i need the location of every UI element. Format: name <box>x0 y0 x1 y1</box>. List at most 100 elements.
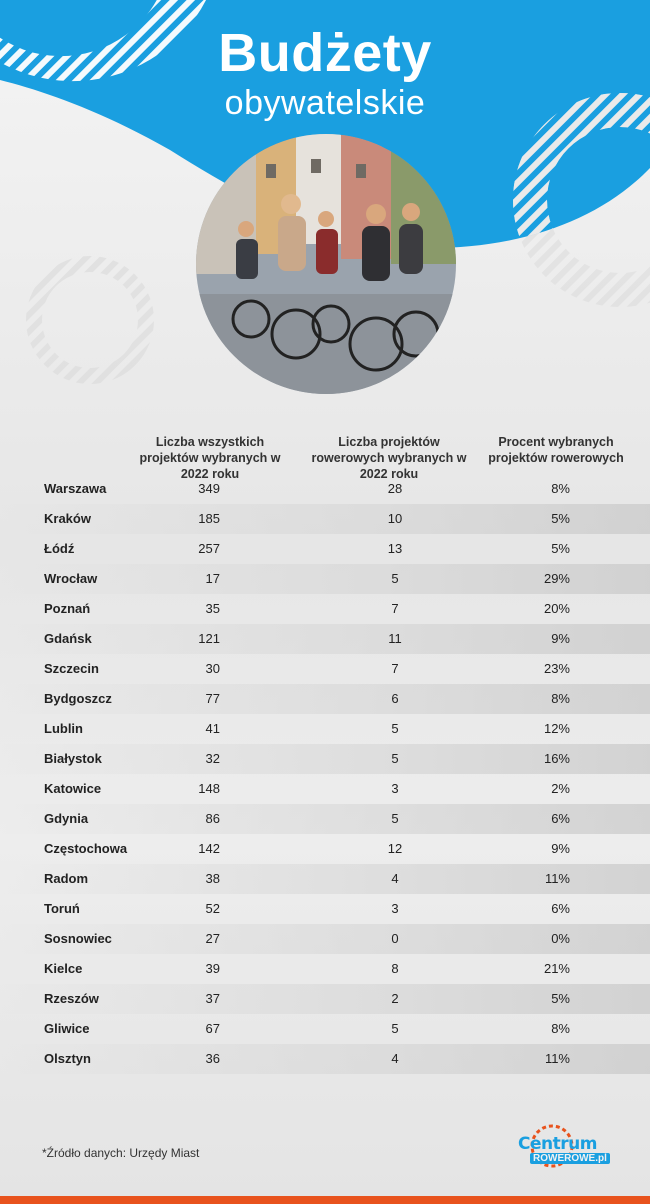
all-projects-cell: 36 <box>205 1051 220 1066</box>
table-row: Gdynia 86 5 6% <box>0 804 650 834</box>
table-row: Katowice 148 3 2% <box>0 774 650 804</box>
bike-projects-cell: 11 <box>388 631 402 646</box>
table-row: Kraków 185 10 5% <box>0 504 650 534</box>
table-row: Toruń 52 3 6% <box>0 894 650 924</box>
all-projects-cell: 17 <box>205 571 220 586</box>
all-projects-cell: 148 <box>198 781 220 796</box>
city-cell: Białystok <box>44 751 102 766</box>
bike-projects-cell: 3 <box>391 781 399 796</box>
percent-cell: 29% <box>543 571 570 586</box>
bike-projects-cell: 5 <box>391 571 399 586</box>
city-cell: Bydgoszcz <box>44 691 112 706</box>
all-projects-cell: 349 <box>198 481 220 496</box>
all-projects-cell: 257 <box>198 541 220 556</box>
percent-cell: 5% <box>551 511 570 526</box>
city-cell: Gdańsk <box>44 631 92 646</box>
bike-projects-cell: 5 <box>391 721 399 736</box>
data-table: Warszawa 349 28 8% Kraków 185 10 5% Łódź 257 13 5% W… <box>0 474 650 1074</box>
city-cell: Rzeszów <box>44 991 99 1006</box>
percent-cell: 9% <box>551 841 570 856</box>
bike-projects-cell: 13 <box>387 541 403 556</box>
table-row: Łódź 257 13 5% <box>0 534 650 564</box>
city-cell: Poznań <box>44 601 91 616</box>
percent-cell: 8% <box>551 481 570 496</box>
city-cell: Toruń <box>44 901 80 916</box>
percent-cell: 11% <box>544 871 570 886</box>
table-row: Częstochowa 142 12 9% <box>0 834 650 864</box>
table-row: Rzeszów 37 2 5% <box>0 984 650 1014</box>
column-header-bike-projects: Liczba projektów rowerowych wybranych w … <box>311 435 467 481</box>
percent-cell: 12% <box>543 721 570 736</box>
table-row: Gliwice 67 5 8% <box>0 1014 650 1044</box>
percent-cell: 20% <box>543 601 570 616</box>
percent-cell: 2% <box>551 781 570 796</box>
table-row: Wrocław 17 5 29% <box>0 564 650 594</box>
all-projects-cell: 38 <box>205 871 220 886</box>
all-projects-cell: 27 <box>205 931 220 946</box>
all-projects-cell: 32 <box>205 751 220 766</box>
all-projects-cell: 86 <box>205 811 220 826</box>
percent-cell: 6% <box>551 811 570 826</box>
table-row: Lublin 41 5 12% <box>0 714 650 744</box>
percent-cell: 8% <box>551 1021 570 1036</box>
table-row: Warszawa 349 28 8% <box>0 474 650 504</box>
city-cell: Katowice <box>44 781 102 796</box>
bike-projects-cell: 7 <box>391 601 399 616</box>
table-row: Sosnowiec 27 0 0% <box>0 924 650 954</box>
percent-cell: 6% <box>551 901 570 916</box>
column-header-percent: Procent wybranych projektów rowerowych <box>488 435 624 465</box>
city-cell: Sosnowiec <box>44 931 112 946</box>
cyclists-photo <box>196 134 456 394</box>
percent-cell: 0% <box>551 931 570 946</box>
header-background <box>0 0 650 384</box>
percent-cell: 9% <box>551 631 570 646</box>
bike-projects-cell: 8 <box>391 961 399 976</box>
city-cell: Łódź <box>44 541 75 556</box>
percent-cell: 21% <box>543 961 570 976</box>
percent-cell: 16% <box>543 751 570 766</box>
bike-projects-cell: 12 <box>387 841 403 856</box>
bike-projects-cell: 7 <box>391 661 399 676</box>
bike-projects-cell: 10 <box>387 511 403 526</box>
city-cell: Wrocław <box>44 571 98 586</box>
all-projects-cell: 142 <box>198 841 220 856</box>
bike-projects-cell: 4 <box>391 871 399 886</box>
bike-projects-cell: 0 <box>391 931 399 946</box>
all-projects-cell: 35 <box>205 601 220 616</box>
city-cell: Gdynia <box>44 811 89 826</box>
table-row: Poznań 35 7 20% <box>0 594 650 624</box>
bike-projects-cell: 2 <box>391 991 399 1006</box>
city-cell: Szczecin <box>44 661 99 676</box>
column-header-all-projects: Liczba wszystkich projektów wybranych w … <box>139 435 281 481</box>
bike-projects-cell: 28 <box>387 481 403 496</box>
city-cell: Warszawa <box>44 481 107 496</box>
city-cell: Kraków <box>44 511 91 526</box>
city-cell: Radom <box>44 871 89 886</box>
city-cell: Kielce <box>44 961 83 976</box>
city-cell: Częstochowa <box>44 841 128 856</box>
percent-cell: 5% <box>551 541 570 556</box>
bike-projects-cell: 6 <box>391 691 399 706</box>
bike-projects-cell: 5 <box>391 1021 399 1036</box>
percent-cell: 5% <box>551 991 570 1006</box>
all-projects-cell: 77 <box>205 691 220 706</box>
bike-projects-cell: 3 <box>391 901 399 916</box>
percent-cell: 8% <box>551 691 570 706</box>
bike-projects-cell: 5 <box>391 751 399 766</box>
bike-projects-cell: 4 <box>391 1051 399 1066</box>
percent-cell: 23% <box>543 661 570 676</box>
logo-text-bottom: ROWEROWE.pl <box>530 1153 610 1164</box>
source-note: *Źródło danych: Urzędy Miast <box>42 1146 200 1160</box>
table-row: Bydgoszcz 77 6 8% <box>0 684 650 714</box>
bike-projects-cell: 5 <box>391 811 399 826</box>
all-projects-cell: 39 <box>205 961 220 976</box>
all-projects-cell: 121 <box>198 631 220 646</box>
all-projects-cell: 41 <box>205 721 220 736</box>
page-title: Budżety <box>218 23 432 83</box>
table-row: Radom 38 4 11% <box>0 864 650 894</box>
table-row: Szczecin 30 7 23% <box>0 654 650 684</box>
city-cell: Gliwice <box>44 1021 90 1036</box>
table-row: Gdańsk 121 11 9% <box>0 624 650 654</box>
all-projects-cell: 67 <box>205 1021 220 1036</box>
city-cell: Olsztyn <box>44 1051 91 1066</box>
